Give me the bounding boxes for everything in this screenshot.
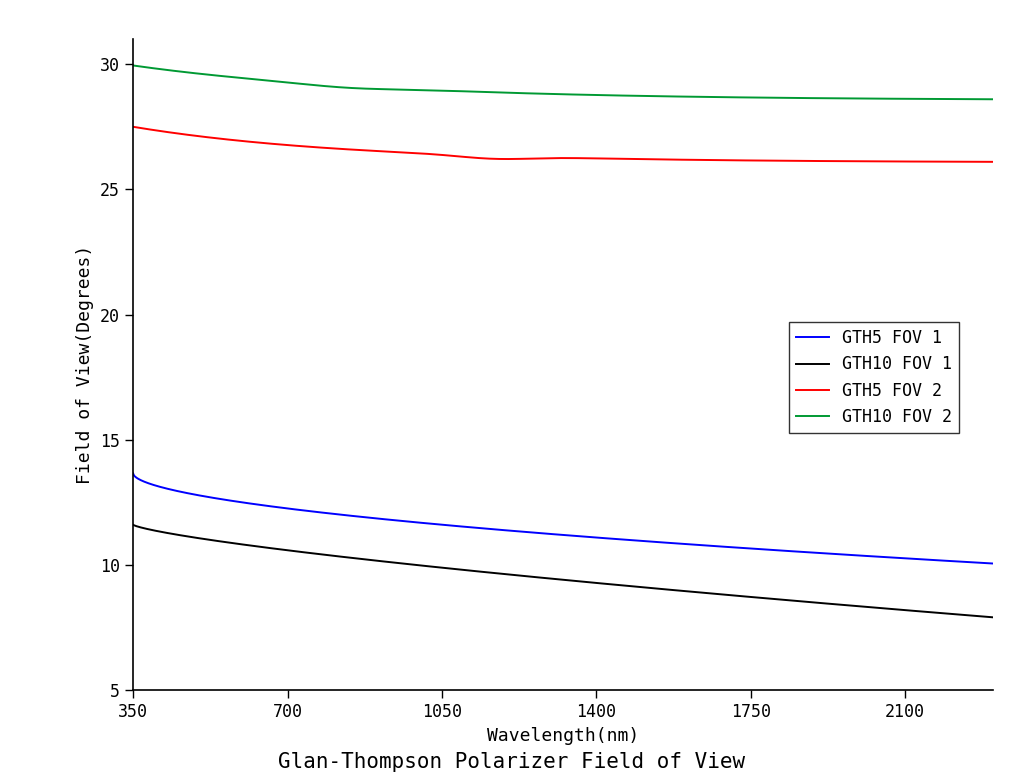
Y-axis label: Field of View(Degrees): Field of View(Degrees): [77, 245, 94, 485]
GTH5 FOV 2: [475, 154, 487, 163]
X-axis label: Wavelength(nm): Wavelength(nm): [487, 727, 639, 745]
Line: GTH10 FOV 1: GTH10 FOV 1: [133, 524, 993, 617]
GTH10 FOV 2: [475, 87, 487, 96]
GTH5 FOV 2: [798, 156, 810, 165]
GTH5 FOV 1: [506, 526, 518, 535]
GTH10 FOV 2: [127, 61, 139, 71]
GTH10 FOV 1: [215, 537, 227, 546]
GTH5 FOV 1: [475, 524, 487, 533]
GTH10 FOV 2: [718, 93, 730, 102]
GTH10 FOV 1: [475, 567, 487, 576]
GTH5 FOV 2: [718, 155, 730, 165]
GTH5 FOV 1: [813, 548, 825, 557]
GTH10 FOV 1: [127, 520, 139, 529]
GTH10 FOV 2: [215, 71, 227, 81]
GTH10 FOV 1: [506, 570, 518, 579]
GTH5 FOV 2: [506, 154, 518, 164]
Legend: GTH5 FOV 1, GTH10 FOV 1, GTH5 FOV 2, GTH10 FOV 2: GTH5 FOV 1, GTH10 FOV 1, GTH5 FOV 2, GTH…: [790, 322, 959, 433]
GTH10 FOV 1: [798, 597, 810, 606]
Line: GTH5 FOV 2: GTH5 FOV 2: [133, 127, 993, 162]
Line: GTH10 FOV 2: GTH10 FOV 2: [133, 66, 993, 100]
GTH5 FOV 1: [718, 542, 730, 551]
GTH10 FOV 1: [813, 598, 825, 608]
Text: Glan-Thompson Polarizer Field of View: Glan-Thompson Polarizer Field of View: [279, 752, 745, 772]
GTH10 FOV 2: [813, 93, 825, 103]
GTH10 FOV 2: [798, 93, 810, 103]
GTH5 FOV 1: [215, 495, 227, 504]
GTH10 FOV 2: [506, 88, 518, 97]
GTH5 FOV 2: [215, 134, 227, 143]
GTH10 FOV 2: [987, 95, 999, 104]
Line: GTH5 FOV 1: GTH5 FOV 1: [133, 474, 993, 564]
GTH5 FOV 2: [127, 122, 139, 132]
GTH5 FOV 1: [798, 547, 810, 557]
GTH5 FOV 1: [127, 469, 139, 478]
GTH10 FOV 1: [987, 612, 999, 622]
GTH5 FOV 2: [813, 156, 825, 165]
GTH10 FOV 1: [718, 590, 730, 599]
GTH5 FOV 2: [987, 157, 999, 166]
GTH5 FOV 1: [987, 559, 999, 568]
